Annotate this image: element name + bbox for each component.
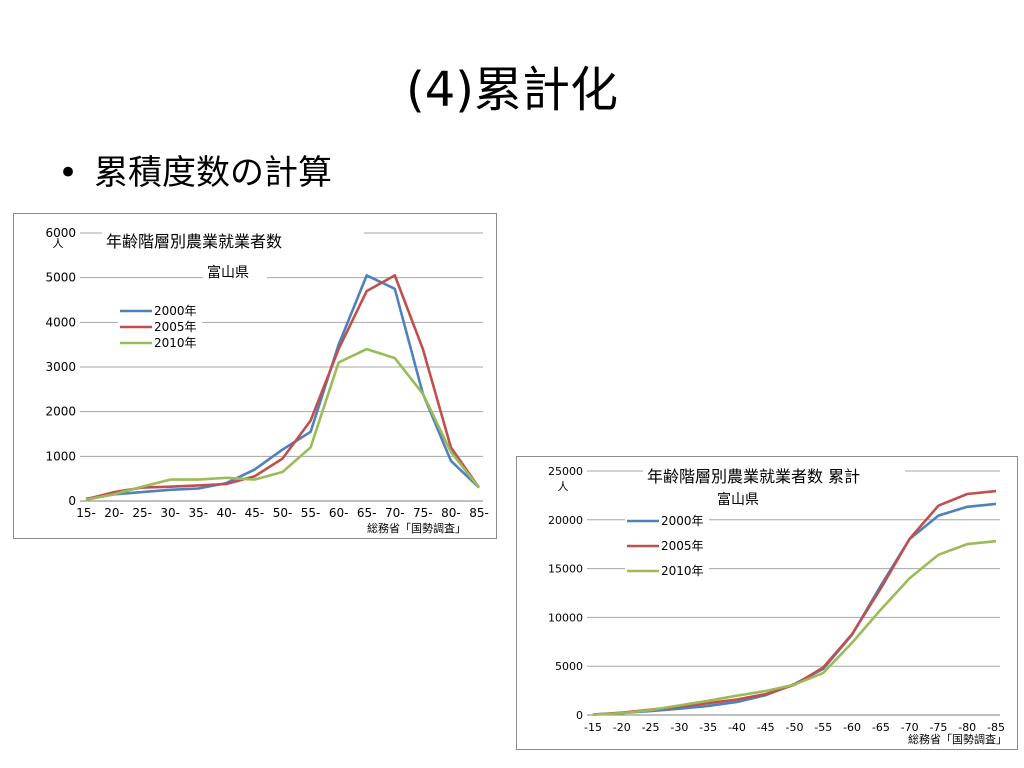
bullet-dot-icon: • [58,153,79,193]
cum-series-line-2010 [592,539,997,716]
freq-x-tick-label: 75- [413,506,433,520]
freq-title-bg [102,232,364,252]
cum-x-tick-label: -55 [814,721,832,734]
freq-legend-label: 2010年 [154,336,197,350]
freq-legend-label: 2005年 [154,320,197,334]
chart-cumulative-svg: 0 5000 10000 15000 20000 25000 -15 -20 -25 -30 -35… [548,465,1007,746]
freq-source-note: 総務省「国勢調査」 [367,521,466,535]
cum-source-note: 総務省「国勢調査」 [908,732,1007,746]
cum-y-tick-label: 25000 [548,465,583,478]
freq-subtitle-bg [203,263,267,281]
cum-x-tick-label: -15 [584,721,602,734]
cum-x-tick-label: -30 [670,721,688,734]
freq-title: 年齢階層別農業就業者数 [106,232,282,251]
freq-y-tick-label: 2000 [45,405,76,419]
cum-y-tick-label: 20000 [548,514,583,527]
freq-y-tick-label: 3000 [45,360,76,374]
chart-cumulative: 0 5000 10000 15000 20000 25000 -15 -20 -25 -30 -35… [516,456,1018,750]
cum-legend-bg [625,537,709,551]
cum-title: 年齢階層別農業就業者数 累計 [647,467,860,486]
cum-x-tick-label: -50 [786,721,804,734]
cum-y-unit-label: 人 [558,480,569,493]
cum-subtitle: 富山県 [717,491,759,508]
cum-x-tick-label: -75 [929,721,947,734]
cum-subtitle-bg [713,490,777,508]
cum-x-tick-label: -40 [728,721,746,734]
freq-legend-bg [118,302,202,316]
freq-series-line-2010 [85,347,481,501]
cum-title-bg [643,467,905,487]
freq-x-tick-label: 85- [469,506,489,520]
cum-legend-label: 2010年 [661,564,704,578]
freq-x-tick-label: 15- [76,506,96,520]
freq-legend-bg [118,318,202,332]
cum-legend-bg [625,512,709,526]
chart-frequency: 0 1000 2000 3000 4000 5000 6000 15- 20- 25- 30- 35-… [13,213,497,539]
cum-x-tick-label: -65 [872,721,890,734]
freq-y-tick-label: 4000 [45,315,76,329]
cum-x-tick-label: -45 [757,721,775,734]
freq-x-tick-label: 65- [357,506,377,520]
freq-x-tick-label: 50- [273,506,293,520]
freq-x-tick-label: 45- [245,506,265,520]
freq-y-unit-label: 人 [53,237,64,250]
freq-legend-label: 2000年 [154,304,197,318]
bullet-item: • 累積度数の計算 [58,150,332,196]
slide-title: (4)累計化 [406,62,618,118]
freq-x-tick-label: 30- [160,506,180,520]
chart-frequency-svg: 0 1000 2000 3000 4000 5000 6000 15- 20- 25- 30- 35-… [45,226,489,535]
cum-legend-label: 2000年 [661,514,704,528]
bullet-text: 累積度数の計算 [94,153,332,193]
cum-y-tick-label: 5000 [555,660,583,673]
freq-x-tick-label: 35- [188,506,208,520]
freq-x-tick-label: 40- [217,506,237,520]
cum-y-tick-label: 0 [576,709,583,722]
cum-x-tick-label: -60 [843,721,861,734]
freq-x-tick-label: 25- [132,506,152,520]
freq-x-tick-label: 60- [329,506,349,520]
cum-legend-label: 2005年 [661,539,704,553]
cum-legend-bg [625,562,709,576]
freq-series-line-2000 [85,274,480,501]
freq-y-tick-label: 1000 [45,449,76,463]
freq-x-tick-label: 20- [104,506,124,520]
cum-x-tick-label: -70 [901,721,919,734]
cum-x-tick-label: -25 [642,721,660,734]
freq-subtitle: 富山県 [207,264,249,281]
freq-x-tick-label: 55- [301,506,321,520]
freq-series-line-2005 [85,274,481,501]
cum-x-tick-label: -85 [987,721,1005,734]
freq-y-tick-label: 0 [68,494,76,508]
freq-y-tick-label: 6000 [45,226,76,240]
freq-legend-bg [118,334,202,348]
cum-x-tick-label: -80 [958,721,976,734]
cum-x-tick-label: -35 [699,721,717,734]
freq-x-tick-label: 80- [441,506,461,520]
cum-y-tick-label: 10000 [548,611,583,624]
cum-x-tick-label: -20 [613,721,631,734]
freq-x-tick-label: 70- [385,506,405,520]
freq-y-tick-label: 5000 [45,271,76,285]
cum-series-line-2000 [592,502,997,716]
cum-y-tick-label: 15000 [548,563,583,576]
